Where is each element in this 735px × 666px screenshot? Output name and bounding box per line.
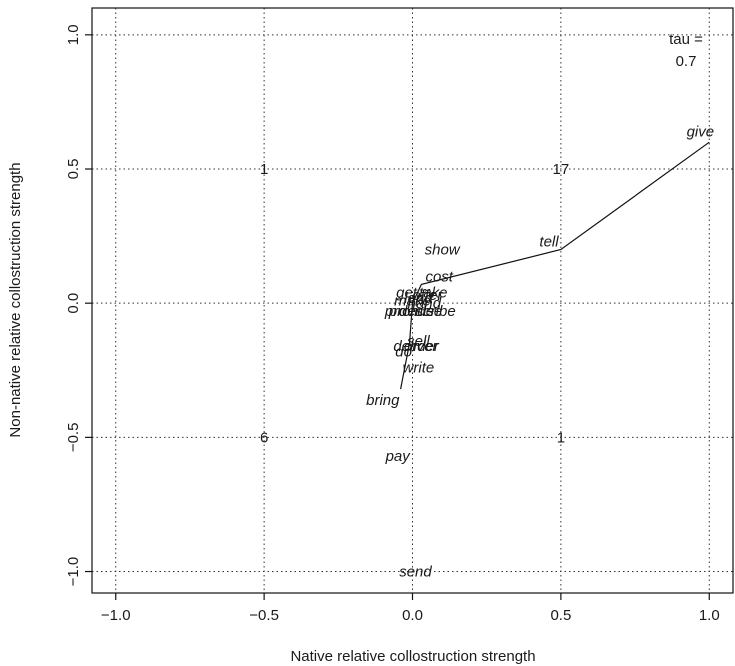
quadrant-count: 17 [553,161,570,178]
point-label-bring: bring [366,392,400,409]
y-tick-label: 1.0 [65,24,82,45]
point-label-pay: pay [385,448,412,465]
quadrant-count: 1 [260,161,268,178]
x-tick-label: 0.5 [550,607,571,624]
series-line [400,141,710,390]
x-tick-label: −0.5 [249,607,279,624]
quadrant-count: 1 [557,429,565,446]
point-label-tell: tell [539,233,559,250]
count-layer: 1 17 6 1 [260,161,569,446]
point-label-provide: provide [384,303,434,320]
y-axis-title: Non-native relative collostruction stren… [7,162,24,437]
point-label-take: take [419,284,447,301]
point-label-get: get [396,284,418,301]
point-label-hand: hand [408,295,442,312]
y-tick-label: −0.5 [65,423,82,453]
line-layer [400,141,710,390]
label-layer: give tell show costgetofferlendtakemakehand… [366,123,714,580]
x-tick-label: −1.0 [101,607,131,624]
y-tick-label: 0.0 [65,293,82,314]
point-label-describe: describe [399,303,456,320]
point-label-deliver: deliver [393,338,438,355]
point-label-offer: offer [412,287,443,304]
y-tick-label: −1.0 [65,557,82,587]
point-label-give: give [687,123,715,140]
x-tick-label: 0.0 [402,607,423,624]
point-label-do: do [395,343,412,360]
point-label-lend: lend [404,290,433,307]
point-label-sell: sell [407,333,430,350]
point-label-send: send [399,564,432,581]
point-label-order: order [404,338,440,355]
tau-value: 0.7 [676,53,697,70]
point-label-write: write [403,360,435,377]
point-label-promise: promise [388,303,442,320]
tick-layer: −1.0 −0.5 0.0 0.5 1.0 −1.0 −0.5 0.0 0.5 1.0 [65,24,720,624]
y-tick-label: 0.5 [65,159,82,180]
x-tick-label: 1.0 [699,607,720,624]
point-label-make: make [394,293,431,310]
quadrant-count: 6 [260,429,268,446]
point-label-show: show [425,242,461,259]
point-label-cost: cost [425,268,453,285]
x-axis-title: Native relative collostruction strength [290,648,535,665]
tau-label: tau = [669,31,703,48]
